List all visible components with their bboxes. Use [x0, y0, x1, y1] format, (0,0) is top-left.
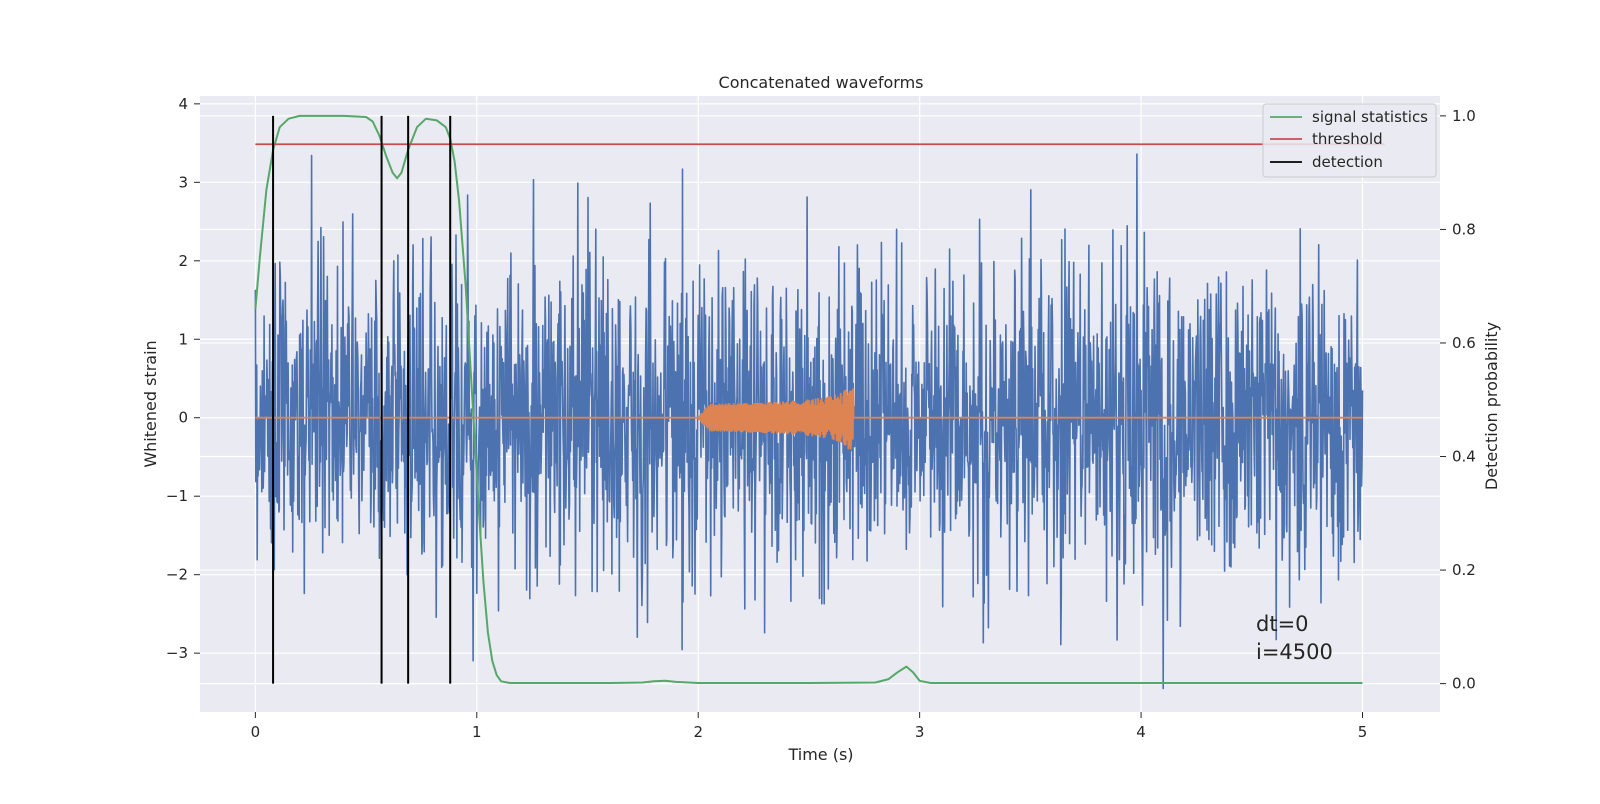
y-left-tick-label-2: −1 — [166, 487, 188, 505]
x-axis-title: Time (s) — [787, 745, 853, 764]
y-right-tick-label-1: 0.2 — [1452, 561, 1476, 579]
annotation: dt=0 i=4500 — [1256, 612, 1333, 664]
y-left-tick-label-4: 1 — [178, 330, 188, 348]
injected-waveform-series — [255, 388, 1363, 450]
x-tick-label-2: 2 — [693, 723, 703, 741]
strain-line — [254, 153, 1364, 690]
axis-ticks: 0 1 2 3 4 5 −3 −2 −1 0 1 2 3 4 0.0 0.2 0.4 0.6 0.8 1.0 — [166, 95, 1476, 741]
x-tick-label-4: 4 — [1136, 723, 1146, 741]
y-left-tick-label-1: −2 — [166, 566, 188, 584]
annotation-dt: dt=0 — [1256, 612, 1309, 636]
annotation-i: i=4500 — [1256, 640, 1333, 664]
x-tick-label-3: 3 — [915, 723, 925, 741]
chart-title: Concatenated waveforms — [719, 73, 924, 92]
y-right-tick-label-2: 0.4 — [1452, 448, 1476, 466]
signal-statistics-series — [254, 114, 1363, 684]
y-right-tick-label-0: 0.0 — [1452, 675, 1476, 693]
y-left-tick-label-0: −3 — [166, 644, 188, 662]
y-right-tick-label-4: 0.8 — [1452, 220, 1476, 238]
y-axis-left-title: Whitened strain — [141, 340, 160, 467]
x-tick-label-5: 5 — [1358, 723, 1368, 741]
detection-series — [272, 115, 452, 684]
y-left-tick-label-3: 0 — [178, 409, 188, 427]
x-tick-label-0: 0 — [251, 723, 261, 741]
legend-label-threshold: threshold — [1312, 130, 1383, 148]
legend: signal statistics threshold detection — [1262, 103, 1437, 178]
y-right-tick-label-3: 0.6 — [1452, 334, 1476, 352]
y-left-tick-label-7: 4 — [178, 95, 188, 113]
strain-series — [254, 153, 1364, 690]
y-right-tick-label-5: 1.0 — [1452, 107, 1476, 125]
injected-waveform-line — [255, 388, 1363, 450]
y-left-tick-label-6: 3 — [178, 173, 188, 191]
legend-label-detection: detection — [1312, 153, 1383, 171]
legend-label-signal-statistics: signal statistics — [1312, 108, 1428, 126]
x-tick-label-1: 1 — [472, 723, 482, 741]
legend-box — [1262, 103, 1437, 178]
signal-statistics-line — [254, 114, 1363, 684]
y-axis-right-title: Detection probability — [1482, 322, 1501, 490]
y-left-tick-label-5: 2 — [178, 252, 188, 270]
